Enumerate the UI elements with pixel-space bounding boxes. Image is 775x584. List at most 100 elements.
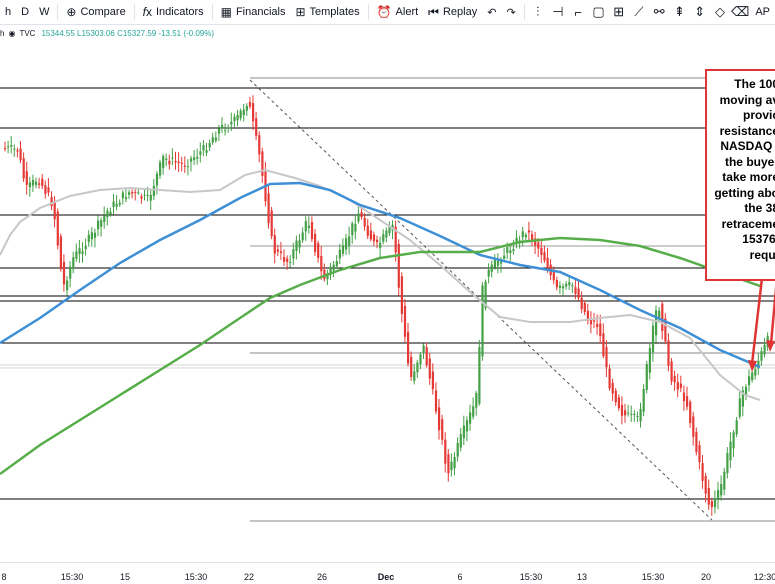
replay-button[interactable]: ⏮ Replay (423, 0, 482, 24)
grid-tool[interactable]: ⊞ (609, 0, 629, 24)
candle-body (568, 282, 571, 286)
path-tool[interactable]: ⚯ (649, 0, 669, 24)
candle-body (565, 283, 568, 287)
snapshot-button[interactable]: AP (750, 0, 775, 24)
annotation-line: 15376. (742, 232, 775, 246)
candle-body (190, 158, 193, 162)
candle-body (450, 461, 453, 471)
candle-body (729, 441, 732, 461)
toolbar-divider (211, 4, 213, 20)
grid-icon: ⊞ (613, 4, 625, 19)
templates-label: Templates (309, 6, 360, 18)
candle-body (515, 237, 518, 244)
interval-button[interactable]: h (0, 0, 16, 24)
candle-body (717, 489, 720, 500)
compare-button[interactable]: ⊕ Compare (61, 0, 130, 24)
vertical-line-tool[interactable]: ⫶ (528, 0, 548, 24)
candle-body (174, 160, 177, 163)
time-axis[interactable]: 8 15:30 15 15:30 22 26 Dec 6 15:30 13 15:30 20 12:30 (0, 562, 775, 584)
candle-body (385, 230, 388, 238)
time-axis-label: 20 (700, 572, 712, 582)
candle-body (214, 137, 217, 141)
undo-icon: ↶ (487, 6, 497, 19)
legend-source: TVC (19, 28, 36, 38)
callout-tool[interactable]: ⌐ (568, 0, 588, 24)
candle-body (292, 249, 295, 259)
candle-body (394, 226, 397, 253)
candle-body (713, 498, 717, 508)
time-axis-label: 15:30 (60, 572, 84, 582)
candle-body (66, 280, 69, 291)
annotation-line: moving av (719, 92, 775, 107)
candle-body (168, 160, 171, 165)
candle-body (314, 233, 317, 252)
candle-body (242, 109, 245, 116)
candle-body (286, 258, 289, 263)
candle-body (208, 142, 211, 148)
candle-body (341, 245, 345, 254)
measure-tool[interactable]: ⇕ (690, 0, 710, 24)
candle-body (602, 333, 605, 357)
interval-d-button[interactable]: D (16, 0, 34, 24)
interval-w-button[interactable]: W (34, 0, 54, 24)
brush-tool[interactable]: ◇ (710, 0, 730, 24)
time-axis-label: 22 (243, 572, 255, 582)
candle-body (78, 248, 81, 255)
candle-body (558, 285, 562, 289)
templates-button[interactable]: ⊞ Templates (290, 0, 364, 24)
alert-button[interactable]: ⏰ Alert (372, 0, 424, 24)
candle-body (500, 261, 503, 264)
candle-body (152, 185, 155, 197)
candle-body (304, 221, 307, 232)
trend-line-tool[interactable]: ⟋ (629, 0, 649, 24)
eraser-icon: ⌫ (731, 4, 750, 19)
candle-body (620, 404, 624, 416)
candle-body (16, 150, 19, 152)
candle-body (10, 145, 13, 147)
rectangle-tool[interactable]: ▢ (588, 0, 608, 24)
candle-body (298, 240, 301, 248)
candlesticks (4, 95, 769, 516)
candle-body (236, 115, 239, 121)
redo-button[interactable]: ↷ (501, 0, 520, 24)
candle-body (648, 348, 651, 373)
candle-body (692, 416, 695, 437)
candle-body (279, 251, 283, 253)
financials-button[interactable]: ▦ Financials (216, 0, 291, 24)
candle-body (478, 347, 481, 404)
candle-body (62, 261, 66, 285)
candle-body (757, 360, 760, 369)
candle-body (193, 157, 196, 160)
candle-body (689, 401, 692, 424)
arrow-head-2 (766, 340, 775, 352)
candle-body (490, 264, 493, 272)
candle-body (589, 318, 593, 325)
legend-eye-icon[interactable]: ◉ (8, 28, 16, 38)
brush-icon: ◇ (714, 4, 725, 19)
candle-body (506, 247, 509, 253)
undo-button[interactable]: ↶ (482, 0, 501, 24)
candle-body (397, 244, 400, 288)
candle-body (493, 260, 496, 268)
candle-body (667, 340, 670, 366)
candle-body (354, 223, 357, 232)
long-position-tool[interactable]: ⇞ (669, 0, 689, 24)
candle-body (456, 442, 459, 457)
candle-body (472, 406, 475, 417)
candle-body (744, 386, 748, 396)
candle-body (624, 410, 627, 416)
candle-body (323, 269, 326, 280)
horizontal-line-tool[interactable]: ⊣ (548, 0, 568, 24)
eraser-tool[interactable]: ⌫ (730, 0, 750, 24)
time-axis-label: 6 (457, 572, 463, 582)
candle-body (186, 166, 190, 168)
indicators-button[interactable]: fx Indicators (138, 0, 209, 24)
candle-body (738, 398, 741, 417)
price-chart[interactable] (0, 40, 775, 562)
candle-body (134, 191, 137, 193)
snapshot-label: AP (755, 6, 771, 18)
candle-body (56, 211, 59, 246)
candle-body (348, 236, 351, 246)
candle-body (382, 234, 385, 242)
